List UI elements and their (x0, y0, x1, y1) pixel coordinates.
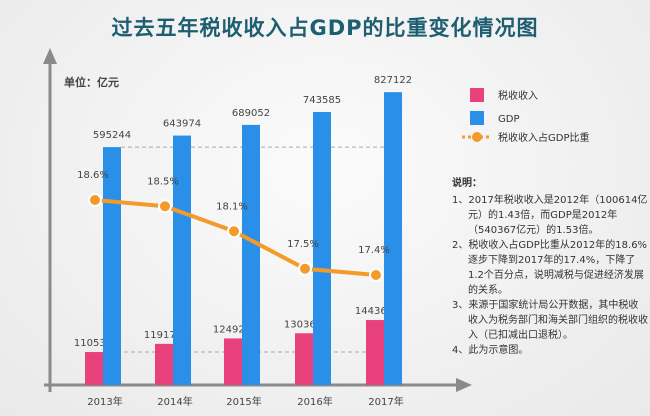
legend-swatch-ratio-dot (472, 132, 482, 142)
ratio-value-label: 17.4% (358, 245, 390, 256)
ratio-value-label: 18.1% (216, 201, 248, 212)
legend-swatch-gdp (470, 111, 484, 125)
note-item: 2、税收收入占GDP比重从2012年的18.6%逐步下降到2017年的17.4%… (452, 240, 648, 296)
legend-swatch-tax (470, 88, 484, 102)
x-axis-arrow-icon (456, 378, 472, 392)
x-tick-label: 2013年 (87, 395, 122, 408)
gdp-value-label: 743585 (303, 95, 341, 106)
tax-value-label: 110530 (74, 338, 112, 349)
notes-panel: 说明： 1、2017年税收收入是2012年（100614亿元）的1.43倍，而G… (452, 176, 648, 358)
y-axis-arrow-icon (43, 48, 57, 64)
tax-bar (224, 338, 242, 385)
gdp-value-label: 689052 (232, 108, 270, 119)
tax-value-label: 119175 (144, 330, 182, 341)
tax-value-label: 144360 (355, 306, 393, 317)
ratio-point (88, 193, 102, 207)
tax-bar (155, 343, 173, 385)
note-item: 1、2017年税收收入是2012年（100614亿元）的1.43倍，而GDP是2… (452, 195, 648, 236)
ratio-value-label: 18.6% (77, 170, 109, 181)
gdp-bar (103, 147, 121, 385)
legend-label: GDP (498, 114, 519, 125)
legend-label: 税收收入 (498, 89, 538, 102)
x-tick-label: 2015年 (226, 395, 261, 408)
unit-label: 单位：亿元 (64, 75, 119, 89)
gdp-value-label: 595244 (93, 130, 131, 141)
x-tick-label: 2017年 (368, 395, 403, 408)
tax-bar (295, 333, 313, 385)
x-tick-label: 2014年 (157, 395, 192, 408)
ratio-point (158, 199, 172, 214)
legend-label: 税收收入占GDP比重 (498, 131, 589, 144)
x-tick-label: 2016年 (297, 395, 332, 408)
gdp-bar (242, 124, 260, 385)
tax-bar (366, 320, 384, 385)
ratio-point (227, 224, 241, 239)
tax-value-label: 124922 (213, 324, 251, 335)
gdp-bar (313, 111, 331, 386)
note-item: 4、此为示意图。 (452, 345, 529, 356)
gdp-value-label: 827122 (374, 75, 412, 86)
ratio-value-label: 17.5% (287, 239, 319, 250)
ratio-point (298, 261, 312, 276)
ratio-value-label: 18.5% (147, 176, 179, 187)
gdp-value-label: 643974 (163, 119, 201, 130)
notes-heading: 说明： (452, 178, 482, 189)
tax-value-label: 130360 (284, 319, 322, 330)
chart-title: 过去五年税收收入占GDP的比重变化情况图 (111, 16, 539, 40)
gdp-bar (173, 135, 191, 385)
ratio-point (369, 268, 383, 282)
gdp-bar (384, 92, 402, 385)
note-item: 3、来源于国家统计局公开数据，其中税收收入为税务部门和海关部门组织的税收收入（已… (452, 300, 648, 341)
tax-bar (85, 352, 103, 385)
